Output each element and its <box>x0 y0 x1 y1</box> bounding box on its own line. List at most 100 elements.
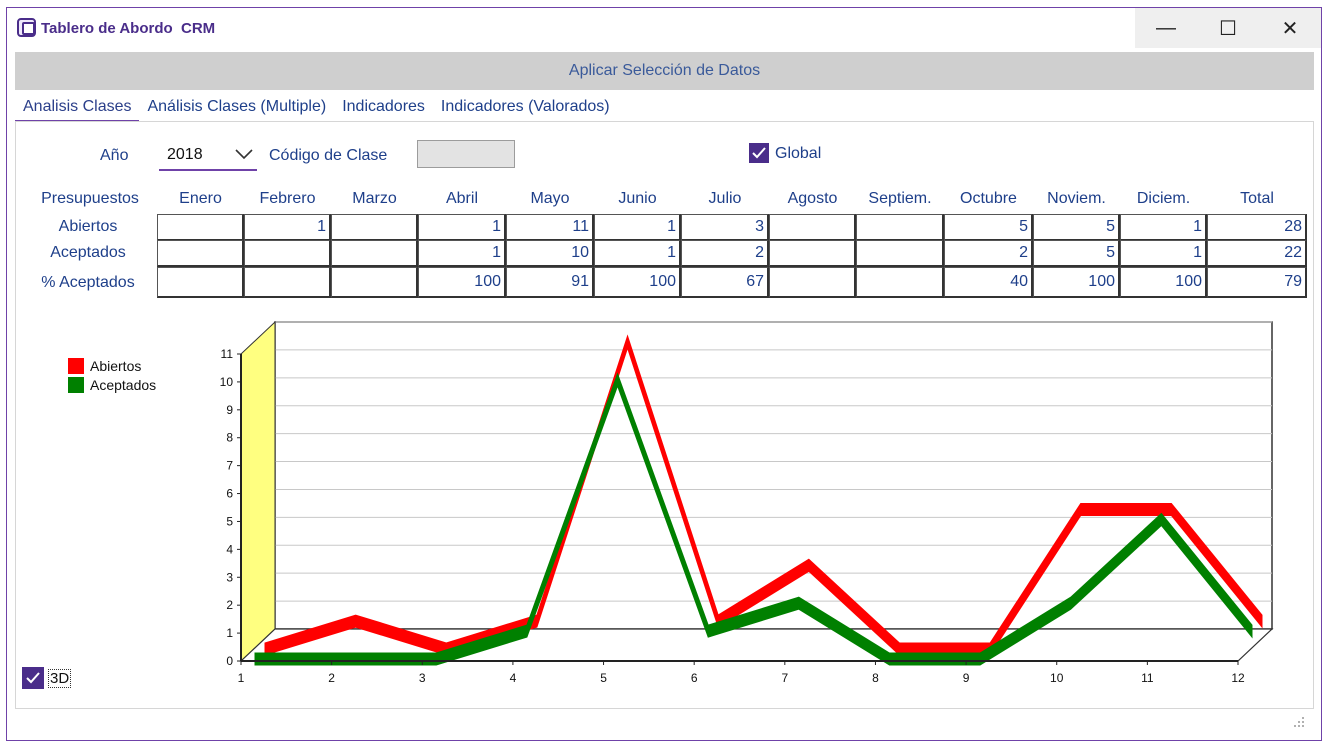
grid-cell <box>856 214 944 241</box>
x-tick-label: 11 <box>1141 671 1154 685</box>
chart-back-wall <box>274 321 1273 630</box>
y-tick-label: 3 <box>226 570 233 584</box>
grid-cell: 28 <box>1207 214 1307 241</box>
legend-item-aceptados: Aceptados <box>68 377 156 393</box>
data-point <box>435 658 437 660</box>
x-tick-label: 2 <box>328 671 335 685</box>
y-tick-label: 9 <box>226 403 233 417</box>
grid-column-header: Diciem. <box>1136 190 1191 207</box>
resize-grip-icon[interactable] <box>1291 714 1305 728</box>
y-tick-label: 6 <box>226 487 233 501</box>
grid-cell <box>331 267 418 298</box>
grid-cell: 22 <box>1207 240 1307 267</box>
grid-column-header: Octubre <box>960 190 1017 207</box>
grid-cell <box>244 267 331 298</box>
close-button[interactable]: ✕ <box>1281 17 1299 40</box>
grid-cell <box>157 240 244 267</box>
y-tick-label: 5 <box>226 514 233 528</box>
grid-cell <box>769 267 856 298</box>
grid-cell: 91 <box>506 267 594 298</box>
y-tick-label: 1 <box>226 626 233 640</box>
main-window: Tablero de Abordo CRM — ☐ ✕ Aplicar Sele… <box>6 7 1322 741</box>
year-select[interactable]: 2018 <box>159 141 257 171</box>
global-label: Global <box>775 145 822 162</box>
grid-cell: 1 <box>244 214 331 241</box>
three-d-label: 3D <box>48 669 72 688</box>
tab-bar: Analisis Clases Análisis Clases (Multipl… <box>15 96 618 122</box>
data-point <box>445 648 447 650</box>
tab-indicadores-valorados[interactable]: Indicadores (Valorados) <box>440 98 610 115</box>
tab-analisis-clases[interactable]: Analisis Clases <box>15 96 140 122</box>
y-tick-label: 8 <box>226 431 233 445</box>
x-tick-label: 1 <box>238 671 245 685</box>
data-point <box>1070 602 1072 604</box>
data-point <box>979 658 981 660</box>
row-label-abiertos: Abiertos <box>58 218 118 235</box>
x-tick-label: 3 <box>419 671 426 685</box>
apply-selection-button[interactable]: Aplicar Selección de Datos <box>15 52 1314 90</box>
data-point <box>526 630 528 632</box>
legend-label-aceptados: Aceptados <box>90 377 157 393</box>
three-d-checkbox[interactable] <box>22 667 44 689</box>
year-value: 2018 <box>167 146 203 163</box>
data-point <box>717 620 719 622</box>
tab-indicadores[interactable]: Indicadores <box>342 98 425 115</box>
grid-cell <box>244 240 331 267</box>
grid-cell <box>856 240 944 267</box>
grid-cell: 2 <box>681 240 769 267</box>
grid-column-header: Enero <box>179 190 222 207</box>
data-point <box>798 602 800 604</box>
class-code-input[interactable] <box>417 140 515 168</box>
grid-cell <box>331 214 418 241</box>
legend-item-abiertos: Abiertos <box>68 358 141 374</box>
grid-cell <box>157 214 244 241</box>
data-point <box>1170 508 1172 510</box>
grid-cell <box>769 240 856 267</box>
checkmark-icon <box>752 147 766 159</box>
grid-cell: 1 <box>418 214 506 241</box>
data-point <box>627 341 629 343</box>
grid-cell: 100 <box>594 267 681 298</box>
window-title: Tablero de Abordo CRM <box>41 20 216 37</box>
data-point <box>264 648 266 650</box>
data-point <box>345 658 347 660</box>
grid-corner-label: Presupuestos <box>41 190 139 207</box>
legend-label-abiertos: Abiertos <box>90 358 142 374</box>
x-tick-label: 12 <box>1231 671 1245 685</box>
tab-analisis-clases-multiple[interactable]: Análisis Clases (Multiple) <box>147 98 327 115</box>
checkmark-icon <box>26 672 40 684</box>
x-tick-label: 6 <box>691 671 698 685</box>
grid-cell: 100 <box>418 267 506 298</box>
y-tick-label: 2 <box>226 598 233 612</box>
y-tick-label: 7 <box>226 459 233 473</box>
data-point <box>707 630 709 632</box>
grid-column-header: Total <box>1240 190 1274 207</box>
data-point <box>355 620 357 622</box>
analysis-panel: Año 2018 Código de Clase Global Presupue… <box>15 121 1314 709</box>
grid-column-header: Junio <box>618 190 657 207</box>
chart-side-wall <box>240 320 276 663</box>
grid-column-header: Marzo <box>352 190 397 207</box>
data-point <box>617 379 619 381</box>
data-point <box>254 658 256 660</box>
global-checkbox[interactable] <box>749 143 769 163</box>
grid-cell: 100 <box>1033 267 1120 298</box>
series-ribbon-aceptados <box>254 372 1253 666</box>
grid-cell: 1 <box>594 214 681 241</box>
series-ribbon-abiertos <box>264 334 1263 656</box>
grid-cell: 3 <box>681 214 769 241</box>
grid-column-header: Mayo <box>530 190 570 207</box>
data-point <box>536 620 538 622</box>
grid-cell: 1 <box>1120 214 1207 241</box>
minimize-button[interactable]: — <box>1156 16 1176 39</box>
window-controls: — ☐ ✕ <box>1135 8 1321 48</box>
title-bar: Tablero de Abordo CRM — ☐ ✕ <box>7 8 1321 48</box>
grid-cell: 100 <box>1120 267 1207 298</box>
grid-cell <box>856 267 944 298</box>
maximize-button[interactable]: ☐ <box>1219 17 1237 40</box>
grid-column-header: Septiem. <box>868 190 932 207</box>
x-tick-label: 9 <box>963 671 970 685</box>
data-point <box>1080 508 1082 510</box>
y-tick-label: 0 <box>226 654 233 668</box>
